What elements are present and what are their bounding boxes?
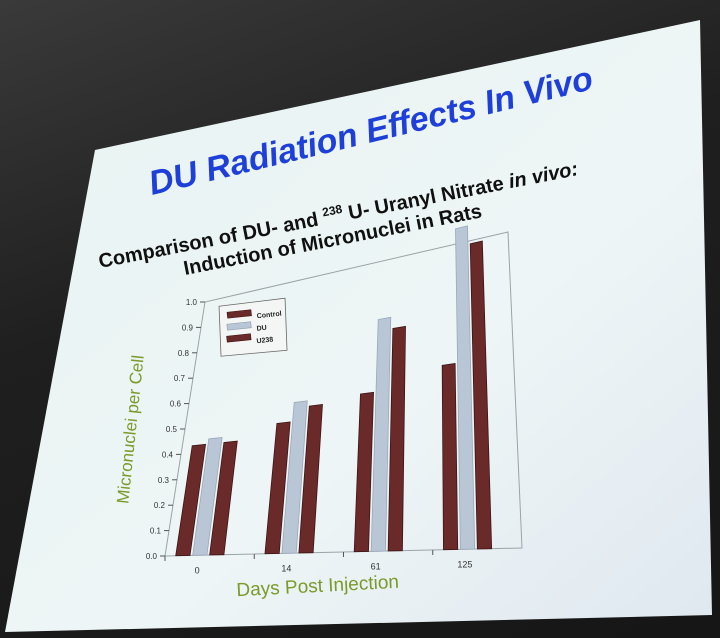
y-tick-label: 0.0	[146, 552, 158, 561]
y-tick-label: 1.0	[186, 298, 198, 307]
x-tick-label: 0	[195, 565, 200, 575]
bar-du-0	[192, 437, 223, 556]
subtitle-superscript: 238	[321, 202, 344, 220]
x-tick-label: 14	[281, 563, 291, 573]
y-tick-label: 0.9	[182, 323, 194, 332]
y-tick-label: 0.7	[174, 374, 186, 383]
y-tick-label: 0.3	[158, 476, 170, 485]
y-tick-label: 0.1	[150, 527, 162, 536]
x-tick-label: 125	[457, 559, 472, 569]
legend-swatch-du	[226, 321, 252, 331]
bar-du-14	[281, 400, 308, 554]
plot-frame	[164, 231, 523, 557]
y-tick-label: 0.5	[166, 425, 178, 434]
bar-control-125	[441, 363, 459, 551]
legend-swatch-u238	[226, 333, 252, 343]
bar-control-14	[264, 421, 291, 555]
screen-surface	[5, 20, 712, 632]
bar-control-0	[175, 443, 207, 557]
bar-u238-0	[209, 440, 238, 556]
legend-swatch-control	[226, 309, 252, 319]
x-tick-label: 61	[371, 561, 381, 571]
bar-u238-61	[387, 325, 406, 552]
legend-label: DU	[256, 325, 267, 333]
y-tick-label: 0.6	[170, 400, 182, 409]
y-tick-label: 0.2	[154, 501, 166, 510]
legend-label: U238	[256, 336, 273, 345]
bar-control-61	[353, 391, 374, 553]
bar-u238-125	[469, 240, 493, 550]
bar-du-125	[455, 225, 476, 550]
y-tick-label: 0.8	[178, 349, 190, 358]
bar-du-61	[370, 316, 392, 552]
bar-u238-14	[298, 403, 323, 554]
legend-label: Control	[257, 311, 283, 321]
y-tick-label: 0.4	[162, 450, 174, 459]
